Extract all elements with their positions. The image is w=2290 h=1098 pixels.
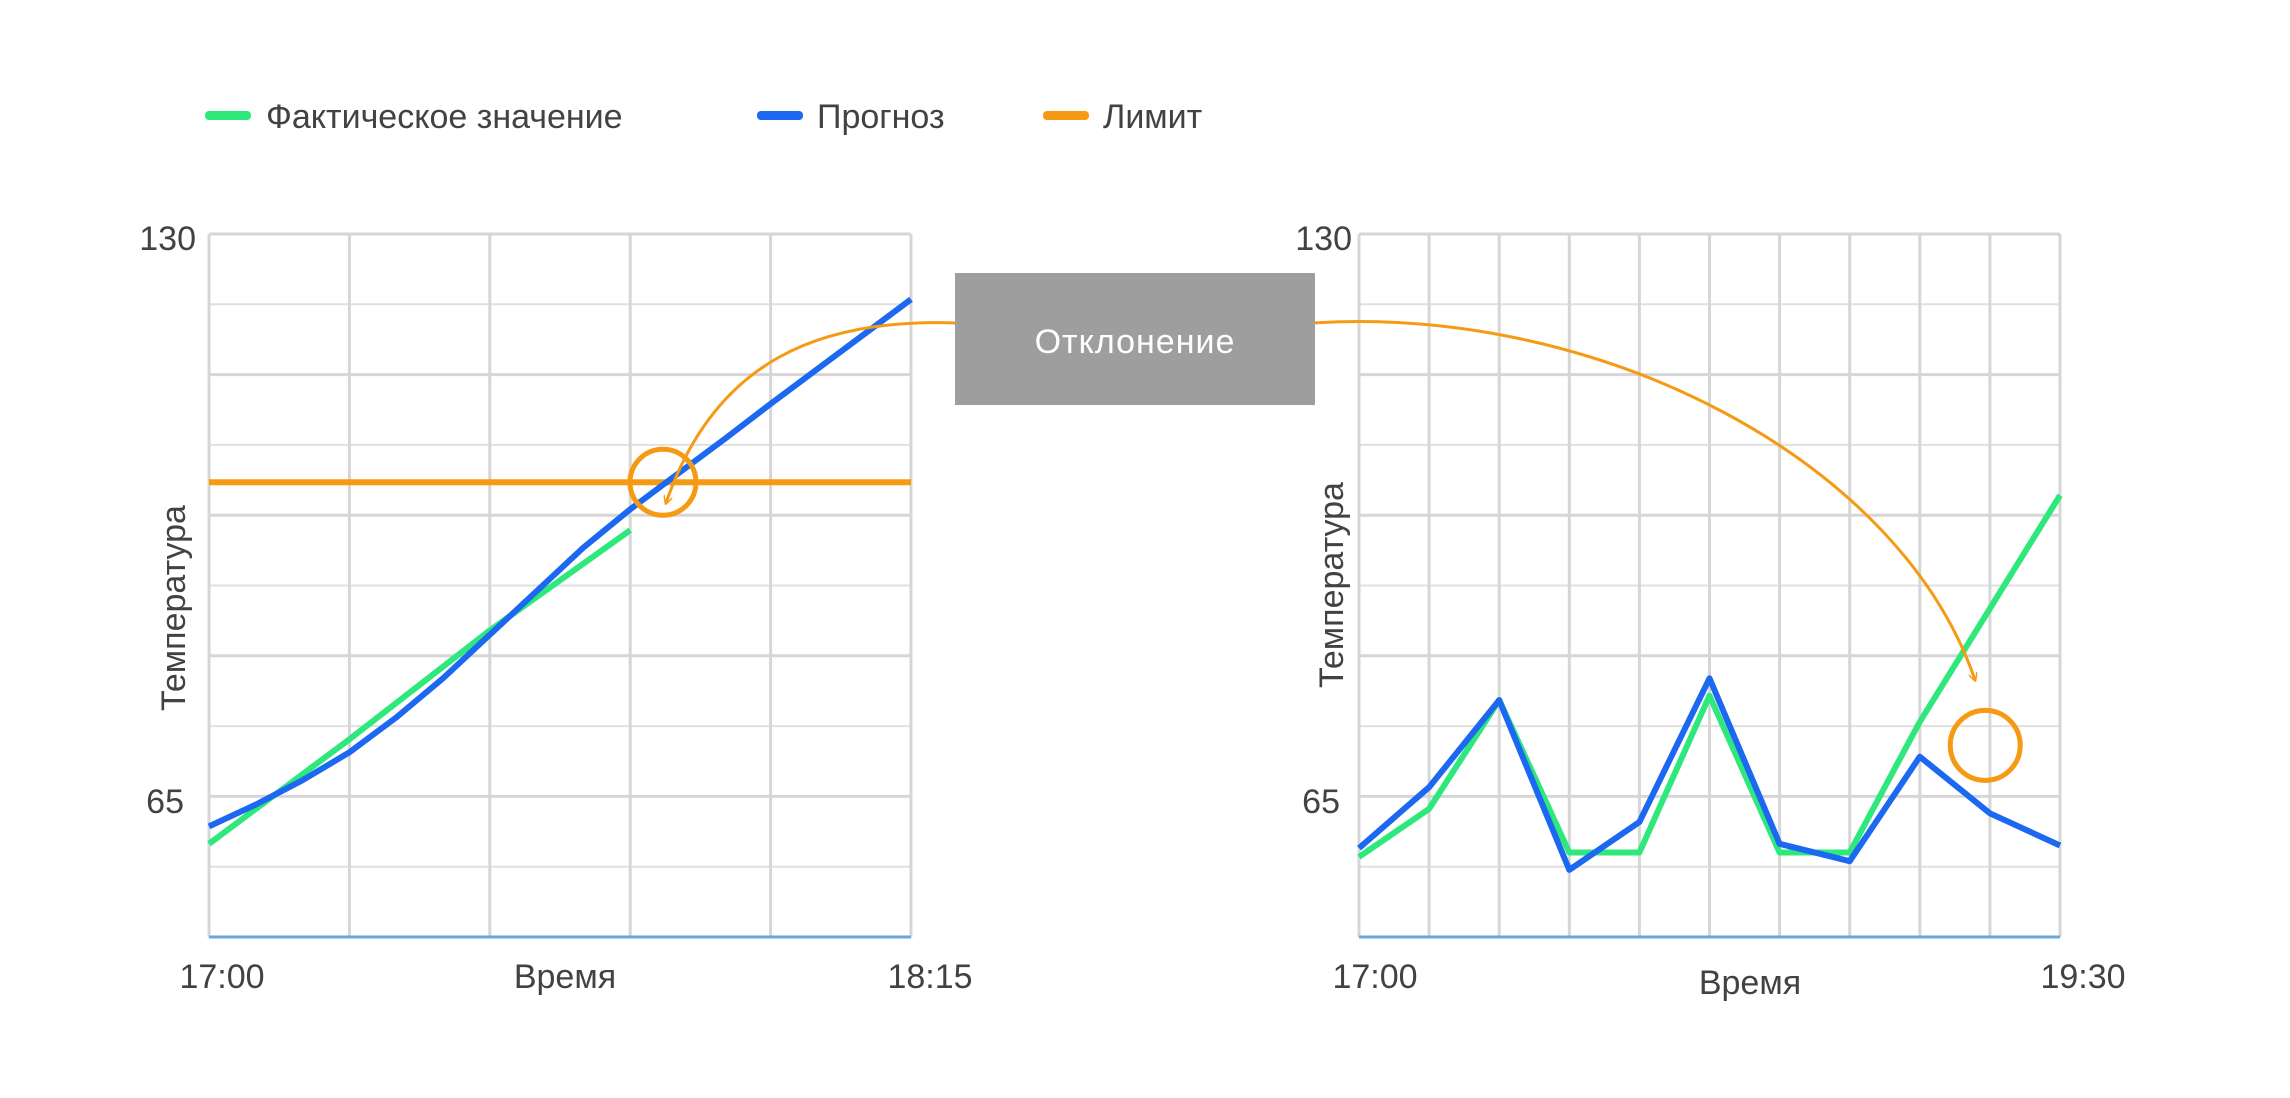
y-tick-max-left: 130 <box>139 220 196 258</box>
x-axis-label-left: Время <box>514 958 616 996</box>
y-tick-min-left: 65 <box>146 783 184 821</box>
grid-left <box>207 232 913 939</box>
legend-label-forecast: Прогноз <box>817 98 945 136</box>
legend-swatch-limit <box>1043 111 1089 120</box>
series-line-actual-right <box>1357 493 2063 860</box>
series-layer-left <box>207 296 913 847</box>
series-layer-right <box>1357 493 2063 873</box>
y-axis-label-right: Температура <box>1313 482 1351 688</box>
x-tick-end-right: 19:30 <box>2040 958 2125 996</box>
legend-swatch-actual <box>205 111 251 120</box>
legend-item-actual[interactable]: Фактическое значение <box>205 98 623 136</box>
deviation-marker-right <box>1947 707 2023 783</box>
y-tick-min-right: 65 <box>1302 783 1340 821</box>
x-tick-start-left: 17:00 <box>179 958 264 996</box>
grid-right <box>1357 232 2062 939</box>
legend-label-actual: Фактическое значение <box>266 98 623 136</box>
deviation-callout-label: Отклонение <box>1035 323 1236 361</box>
deviation-callout-box <box>955 273 1315 405</box>
legend-swatch-forecast <box>757 111 803 120</box>
series-line-forecast-left <box>207 296 913 830</box>
legend: Фактическое значение Прогноз Лимит <box>205 98 1202 136</box>
series-line-forecast-right <box>1357 675 2062 873</box>
x-tick-end-left: 18:15 <box>887 958 972 996</box>
legend-label-limit: Лимит <box>1103 98 1202 136</box>
deviation-arrow-left <box>666 321 958 503</box>
x-tick-start-right: 17:00 <box>1332 958 1417 996</box>
deviation-arrow-right <box>1312 320 1975 680</box>
deviation-marker-left <box>627 446 699 518</box>
x-axis-label-right: Время <box>1699 964 1801 1002</box>
chart-right: 130 65 17:00 19:30 Время Температура <box>1295 220 2125 1002</box>
y-axis-label-left: Температура <box>155 505 193 711</box>
deviation-callout: Отклонение <box>955 273 1315 405</box>
y-tick-max-right: 130 <box>1295 220 1352 258</box>
chart-left: 130 65 17:00 18:15 Время Температура <box>139 220 972 996</box>
legend-item-limit[interactable]: Лимит <box>1043 98 1202 136</box>
legend-item-forecast[interactable]: Прогноз <box>757 98 945 136</box>
